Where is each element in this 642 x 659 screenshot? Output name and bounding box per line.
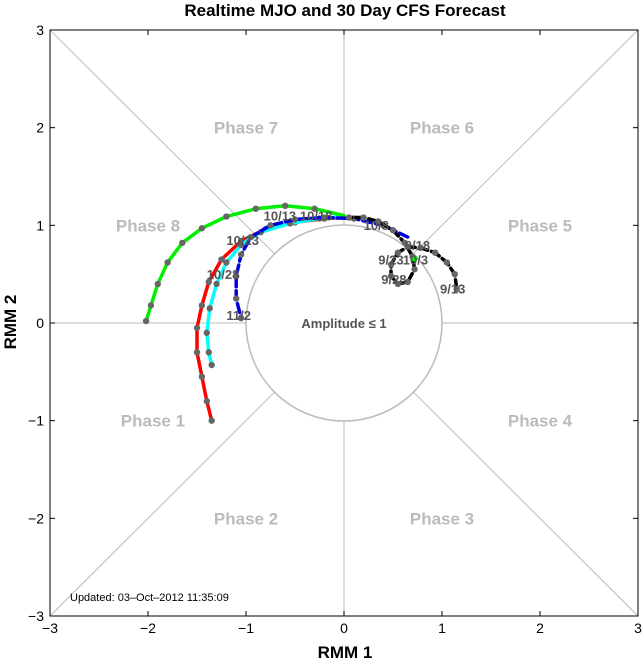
series-point (206, 305, 213, 312)
y-tick-label: 1 (36, 217, 44, 233)
series-point (291, 216, 299, 223)
series-point (198, 302, 206, 309)
date-label: 9/13 (440, 282, 465, 297)
series-point (394, 280, 402, 288)
x-tick-label: 2 (536, 620, 544, 636)
series-point (387, 272, 395, 280)
date-label: 10/18 (300, 208, 333, 223)
x-tick-label: −3 (42, 620, 58, 636)
series-point (164, 259, 171, 266)
phase-label: Phase 1 (121, 412, 185, 431)
phase-label: Phase 5 (508, 216, 572, 235)
x-tick-label: 0 (340, 620, 348, 636)
series-point (237, 314, 245, 322)
series-point (311, 205, 318, 212)
date-label: 10/8 (364, 218, 389, 233)
series-point (431, 249, 439, 256)
series-point (247, 233, 255, 241)
date-label: 10/3 (403, 252, 428, 267)
x-axis-label: RMM 1 (318, 643, 373, 659)
x-tick-label: 3 (634, 620, 642, 636)
y-tick-label: 0 (36, 315, 44, 331)
series-point (401, 239, 408, 247)
phase-label: Phase 7 (214, 119, 278, 138)
series-point (223, 213, 230, 220)
series-point (179, 239, 186, 247)
series-point (345, 214, 353, 221)
y-tick-label: −1 (28, 413, 44, 429)
phase-label: Phase 3 (410, 509, 474, 528)
date-label: 11/2 (226, 308, 251, 323)
series-point (237, 251, 245, 258)
series-point (417, 244, 424, 251)
phase-label: Phase 8 (116, 216, 180, 235)
y-tick-label: −3 (28, 608, 44, 624)
series-point (147, 302, 155, 309)
phase-label: Phase 6 (410, 119, 474, 138)
x-tick-label: −1 (238, 620, 254, 636)
date-label: 9/28 (381, 272, 406, 287)
series-point (321, 214, 328, 221)
series-point (198, 225, 206, 232)
y-tick-label: −2 (28, 510, 44, 526)
date-label: 10/23 (226, 233, 259, 248)
series-point (389, 227, 397, 234)
series-point (203, 397, 210, 405)
series-point (237, 241, 245, 249)
series-point (404, 278, 411, 286)
date-label: 9/23 (378, 252, 403, 267)
y-tick-label: 3 (36, 22, 44, 38)
x-tick-label: 1 (438, 620, 446, 636)
series-point (453, 285, 460, 293)
series-point (205, 349, 212, 356)
series-point (213, 280, 220, 288)
series-point (193, 349, 201, 356)
phase-label: Phase 2 (214, 509, 278, 528)
x-tick-label: −2 (140, 620, 156, 636)
current-point (411, 255, 418, 262)
plot-area: Amplitude ≤ 1 −3−3 −2 −2 −1 −1 0 0 1 1 2 2 3 3 Phase 1… (28, 22, 642, 636)
series-point (205, 278, 212, 286)
series-point (282, 202, 289, 209)
date-label: 9/18 (405, 238, 430, 253)
series-point (233, 272, 240, 280)
series-point (360, 214, 367, 221)
series-point (451, 270, 458, 278)
date-label: 10/13 (264, 208, 297, 223)
series-point (387, 261, 395, 268)
series-point (193, 324, 201, 332)
series-point (223, 259, 230, 266)
series-point (443, 259, 451, 266)
series-point (203, 329, 210, 336)
date-label: 10/28 (207, 267, 240, 282)
series-point (375, 218, 382, 225)
series-point (198, 373, 206, 380)
series-point (233, 295, 240, 302)
series-point (142, 317, 150, 325)
chart-title: Realtime MJO and 30 Day CFS Forecast (184, 1, 506, 20)
series-point (154, 280, 161, 288)
amplitude-label: Amplitude ≤ 1 (301, 316, 386, 331)
phase-label: Phase 4 (508, 412, 573, 431)
series-point (208, 417, 215, 424)
series-point (394, 249, 402, 256)
y-axis-label: RMM 2 (1, 295, 20, 350)
series-point (252, 205, 259, 212)
series-point (208, 361, 215, 369)
series-point (218, 256, 225, 263)
series-point (267, 222, 274, 229)
series-point (411, 266, 418, 273)
y-tick-label: 2 (36, 120, 44, 136)
updated-timestamp: Updated: 03–Oct–2012 11:35:09 (70, 592, 229, 604)
